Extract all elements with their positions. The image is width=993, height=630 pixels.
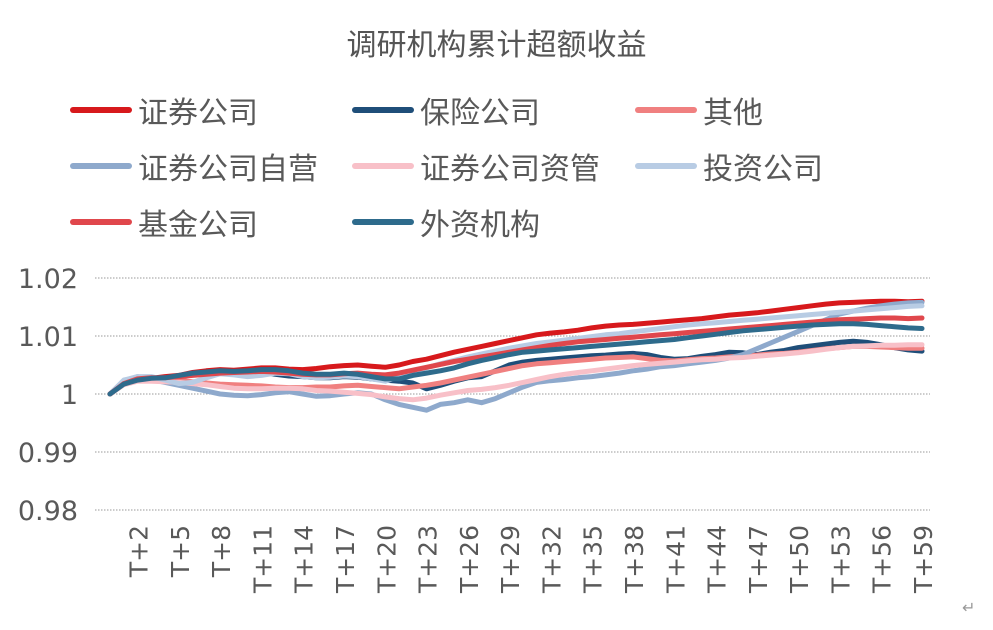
legend-swatch: [352, 107, 414, 113]
legend-label: 证券公司自营: [138, 152, 318, 187]
y-tick-label: 1.01: [18, 322, 78, 353]
series-line: [107, 299, 925, 413]
y-tick-label: 1: [61, 380, 78, 411]
legend-item: 投资公司: [635, 144, 823, 188]
x-tick-label: T+17: [331, 525, 360, 594]
x-tick-label: T+35: [579, 525, 608, 594]
series-line: [107, 303, 925, 397]
legend-swatch: [635, 107, 697, 113]
legend-label: 其他: [703, 96, 763, 131]
series-line: [107, 342, 925, 403]
y-tick-label: 0.98: [18, 496, 78, 527]
legend-swatch: [70, 107, 132, 113]
x-tick-label: T+32: [537, 525, 566, 594]
legend-label: 证券公司: [138, 96, 258, 131]
legend-label: 证券公司资管: [420, 152, 600, 187]
legend-item: 证券公司资管: [352, 144, 600, 188]
legend-swatch: [70, 219, 132, 225]
x-tick-label: T+44: [703, 525, 732, 594]
paragraph-return-mark: ↵: [962, 598, 976, 617]
chart-title: 调研机构累计超额收益: [346, 28, 647, 63]
series-line: [107, 321, 925, 397]
x-tick-label: T+38: [620, 525, 649, 594]
legend-item: 证券公司: [70, 88, 258, 132]
x-tick-label: T+26: [455, 525, 484, 594]
y-tick-label: 1.02: [18, 264, 78, 295]
x-tick-label: T+41: [661, 525, 690, 594]
legend-swatch: [635, 163, 697, 169]
x-tick-label: T+2: [125, 525, 154, 578]
x-tick-label: T+50: [785, 525, 814, 594]
y-tick-label: 0.99: [18, 438, 78, 469]
legend-swatch: [352, 219, 414, 225]
x-tick-label: T+20: [372, 525, 401, 594]
x-tick-label: T+14: [290, 525, 319, 594]
x-tick-label: T+53: [826, 525, 855, 594]
x-tick-label: T+29: [496, 525, 525, 594]
legend-item: 基金公司: [70, 200, 258, 244]
x-tick-label: T+59: [909, 525, 938, 594]
legend-item: 外资机构: [352, 200, 540, 244]
legend-item: 保险公司: [352, 88, 540, 132]
x-tick-label: T+11: [248, 525, 277, 594]
legend-item: 证券公司自营: [70, 144, 318, 188]
legend-item: 其他: [635, 88, 763, 132]
x-tick-label: T+5: [166, 525, 195, 578]
x-tick-label: T+23: [414, 525, 443, 594]
legend-label: 外资机构: [420, 208, 540, 243]
legend-swatch: [70, 163, 132, 169]
x-tick-label: T+8: [207, 525, 236, 578]
x-tick-label: T+47: [744, 525, 773, 594]
legend-label: 保险公司: [420, 96, 540, 131]
legend-label: 投资公司: [703, 152, 823, 187]
legend-swatch: [352, 163, 414, 169]
x-tick-label: T+56: [868, 525, 897, 594]
legend-label: 基金公司: [138, 208, 258, 243]
